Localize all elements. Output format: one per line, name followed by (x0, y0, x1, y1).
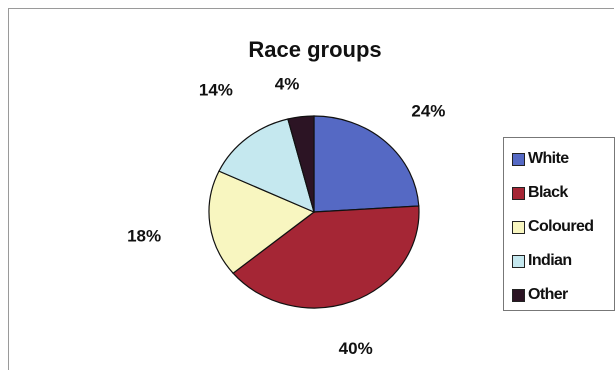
slice-label-white: 24% (411, 101, 445, 120)
legend-label: Coloured (528, 218, 594, 235)
legend-item-coloured: Coloured (512, 210, 614, 244)
legend-item-other: Other (512, 278, 614, 312)
pie-slice-indian (218, 118, 315, 214)
legend-item-black: Black (512, 176, 614, 210)
chart-area: Race groups 24% 40% 18% 14% 4% White Black Col… (8, 8, 615, 370)
pie-chart: Race groups 24% 40% 18% 14% 4% (127, 37, 445, 358)
legend-label: Other (528, 286, 568, 303)
slice-label-coloured: 18% (127, 226, 161, 245)
pie-slices (208, 115, 420, 309)
slice-label-other: 4% (275, 74, 300, 93)
legend-swatch (512, 152, 525, 166)
legend-item-indian: Indian (512, 244, 614, 278)
legend-label: Indian (528, 252, 572, 269)
legend-swatch (512, 186, 525, 200)
legend-swatch (512, 220, 525, 234)
slice-label-indian: 14% (199, 81, 233, 100)
slice-label-black: 40% (339, 339, 373, 358)
pie-slice-coloured (208, 170, 316, 275)
pie-slice-black (232, 205, 420, 309)
legend-item-white: White (512, 142, 614, 176)
chart-title: Race groups (248, 37, 381, 62)
legend-label: Black (528, 184, 568, 201)
pie-slice-labels: 24% 40% 18% 14% 4% (127, 74, 445, 358)
pie-slice-other (287, 115, 315, 213)
pie-slice-white (313, 115, 420, 213)
legend-swatch (512, 254, 525, 268)
legend-label: White (528, 150, 569, 167)
legend: White Black Coloured Indian Other (503, 137, 615, 311)
legend-swatch (512, 288, 525, 302)
